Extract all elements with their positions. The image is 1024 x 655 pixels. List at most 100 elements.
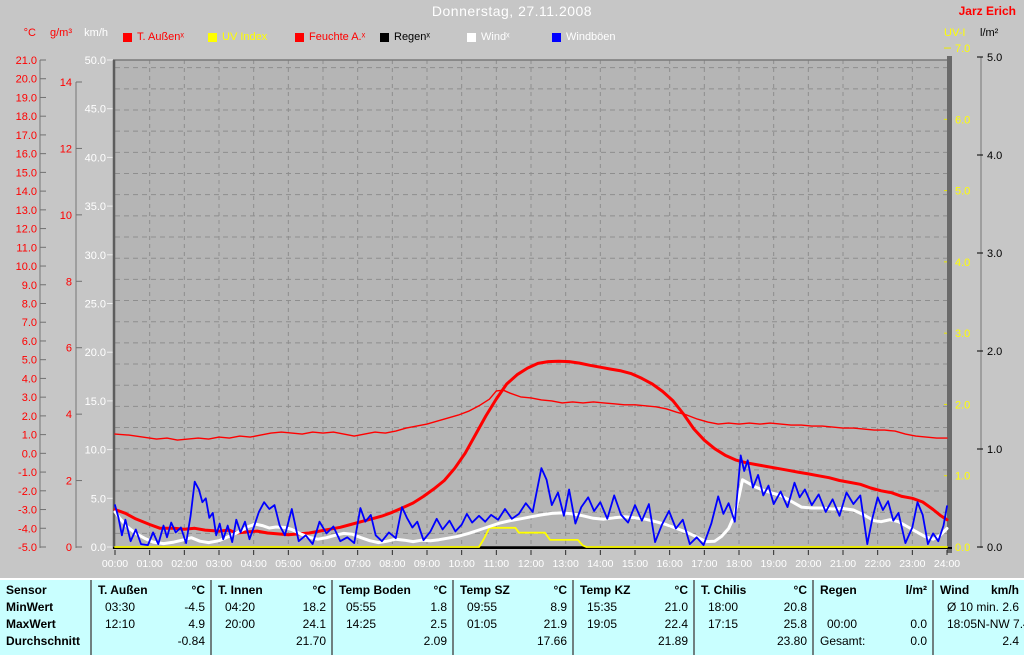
tick-label: 18.0 (16, 111, 37, 123)
cell-time: 12:10 (105, 617, 136, 631)
cell-value: 25.8 (783, 617, 807, 631)
cell-time: Ø 10 min. (947, 600, 1000, 614)
tick-label: 2.0 (955, 399, 970, 411)
tick-label: 5.0 (955, 186, 970, 198)
tick-label: 8.0 (22, 298, 37, 310)
tick-label: 13.0 (16, 205, 37, 217)
legend-label-regen: Regenˣ (394, 31, 431, 43)
table-cell-row: 20:00 24.1 (212, 616, 331, 633)
tick-label: 14 (60, 77, 72, 89)
tick-label: 15.0 (85, 396, 106, 408)
sensor-unit: °C (793, 583, 807, 597)
cell-value: 21.0 (664, 600, 688, 614)
cell-time (333, 633, 339, 650)
legend-item-t-aussen: T. Außenˣ (123, 31, 184, 43)
cell-value: 21.89 (657, 634, 688, 648)
sensor-unit: km/h (990, 583, 1019, 597)
hour-tick-label: 05:00 (275, 558, 301, 570)
sensor-unit: l/m² (905, 583, 927, 597)
cell-value: 2.6 (1002, 600, 1019, 614)
table-cell-row: 09:55 8.9 (454, 599, 572, 616)
tick-label: 4.0 (22, 373, 37, 385)
tick-label: 8 (66, 276, 72, 288)
tick-label: 9.0 (22, 280, 37, 292)
tick-label: 19.0 (16, 92, 37, 104)
legend-label-t-aussen: T. Außenˣ (137, 31, 185, 43)
tick-label: 5.0 (91, 493, 106, 505)
cell-time: 19:05 (587, 617, 618, 631)
hour-tick-label: 19:00 (761, 558, 787, 570)
tick-label: 17.0 (16, 130, 37, 142)
cell-time: 01:05 (467, 617, 498, 631)
tick-label: 6.0 (955, 114, 970, 126)
legend-label-wind: Windˣ (481, 31, 510, 43)
cell-time: 03:30 (105, 600, 136, 614)
legend-label-windboeen: Windböen (566, 31, 616, 43)
table-cell-row: 18:05N-NW 7.4 (934, 616, 1024, 633)
table-cell-row: -0.84 (92, 633, 210, 650)
table-row-header: MaxWert (6, 617, 56, 631)
cell-value: 22.4 (664, 617, 688, 631)
table-cell-row: 23.80 (695, 633, 812, 650)
table-column-t-chilis: T. Chilis °C 18:00 20.8 17:15 25.8 23.80 (693, 580, 812, 655)
series-windb-en (114, 454, 948, 546)
tick-label: 3.0 (955, 328, 970, 340)
chart-plot: -5.0 -4.0 -3.0 -2.0 -1.0 0.0 1.0 2.0 3.0 4.0 5.0 6.… (16, 43, 1003, 570)
tick-label: 20.0 (85, 347, 106, 359)
plot-border-right (947, 56, 952, 553)
table-cell-row: 21.70 (212, 633, 331, 650)
tick-label: 11.0 (16, 242, 37, 254)
table-cell-row: 17:15 25.8 (695, 616, 812, 633)
table-cell-row (814, 599, 932, 616)
legend-item-regen: Regenˣ (380, 31, 430, 43)
table-column-head: Regen l/m² (814, 580, 932, 599)
cell-time: Gesamt: (820, 634, 866, 648)
sensor-unit: °C (433, 583, 447, 597)
cell-value: 24.1 (302, 617, 326, 631)
tick-label: 21.0 (16, 55, 37, 67)
hour-tick-label: 15:00 (622, 558, 648, 570)
table-column-regen: Regen l/m² 00:00 0.0 Gesamt: 0.0 (812, 580, 932, 655)
cell-value: -4.5 (184, 600, 205, 614)
series-feuchte-a- (114, 389, 948, 441)
summary-table: Sensor MinWert MaxWert Durchschnitt T. Außen… (0, 578, 1024, 655)
sensor-unit: °C (674, 583, 688, 597)
hour-tick-label: 11:00 (484, 558, 510, 570)
cell-time (934, 633, 940, 650)
legend: T. Außenˣ UV Index Feuchte A.ˣ Regenˣ Windˣ W… (0, 31, 1024, 45)
table-row-header: Durchschnitt (6, 634, 81, 648)
legend-swatch-regen (380, 32, 389, 42)
cell-time: 18:05 (947, 617, 978, 631)
legend-label-uv-index: UV Index (222, 31, 268, 43)
table-column-temp-boden: Temp Boden °C 05:55 1.8 14:25 2.5 2.09 (331, 580, 452, 655)
hour-tick-label: 10:00 (449, 558, 475, 570)
tick-label: 2.0 (22, 411, 37, 423)
table-column-t-innen: T. Innen °C 04:20 18.2 20:00 24.1 21.70 (210, 580, 331, 655)
cell-time (212, 633, 218, 650)
tick-label: 4.0 (987, 150, 1002, 162)
table-cell-row: Gesamt: 0.0 (814, 633, 932, 650)
hour-tick-label: 21:00 (830, 558, 856, 570)
tick-label: 6 (66, 343, 72, 355)
cell-time: 00:00 (827, 617, 858, 631)
hour-tick-label: 06:00 (310, 558, 336, 570)
tick-label: 2 (66, 476, 72, 488)
tick-label: 3.0 (987, 248, 1002, 260)
cell-value: 23.80 (776, 634, 807, 648)
table-column-head: Temp SZ °C (454, 580, 572, 599)
page-title: Donnerstag, 27.11.2008 (431, 3, 593, 19)
table-cell-row: 21.89 (574, 633, 693, 650)
table-row-header: MinWert (6, 600, 54, 614)
table-cell-row: 15:35 21.0 (574, 599, 693, 616)
cell-time: 14:25 (346, 617, 377, 631)
legend-swatch-feuchte-a (295, 32, 304, 42)
cell-value: 0.0 (910, 617, 927, 631)
axis-label-temperature: °C (23, 27, 36, 39)
tick-label: 10 (60, 210, 72, 222)
cell-value: 2.09 (423, 634, 447, 648)
table-column-temp-kz: Temp KZ °C 15:35 21.0 19:05 22.4 21.89 (572, 580, 693, 655)
tick-label: 10.0 (85, 445, 106, 457)
hour-tick-label: 17:00 (691, 558, 717, 570)
tick-label: 30.0 (85, 250, 106, 262)
